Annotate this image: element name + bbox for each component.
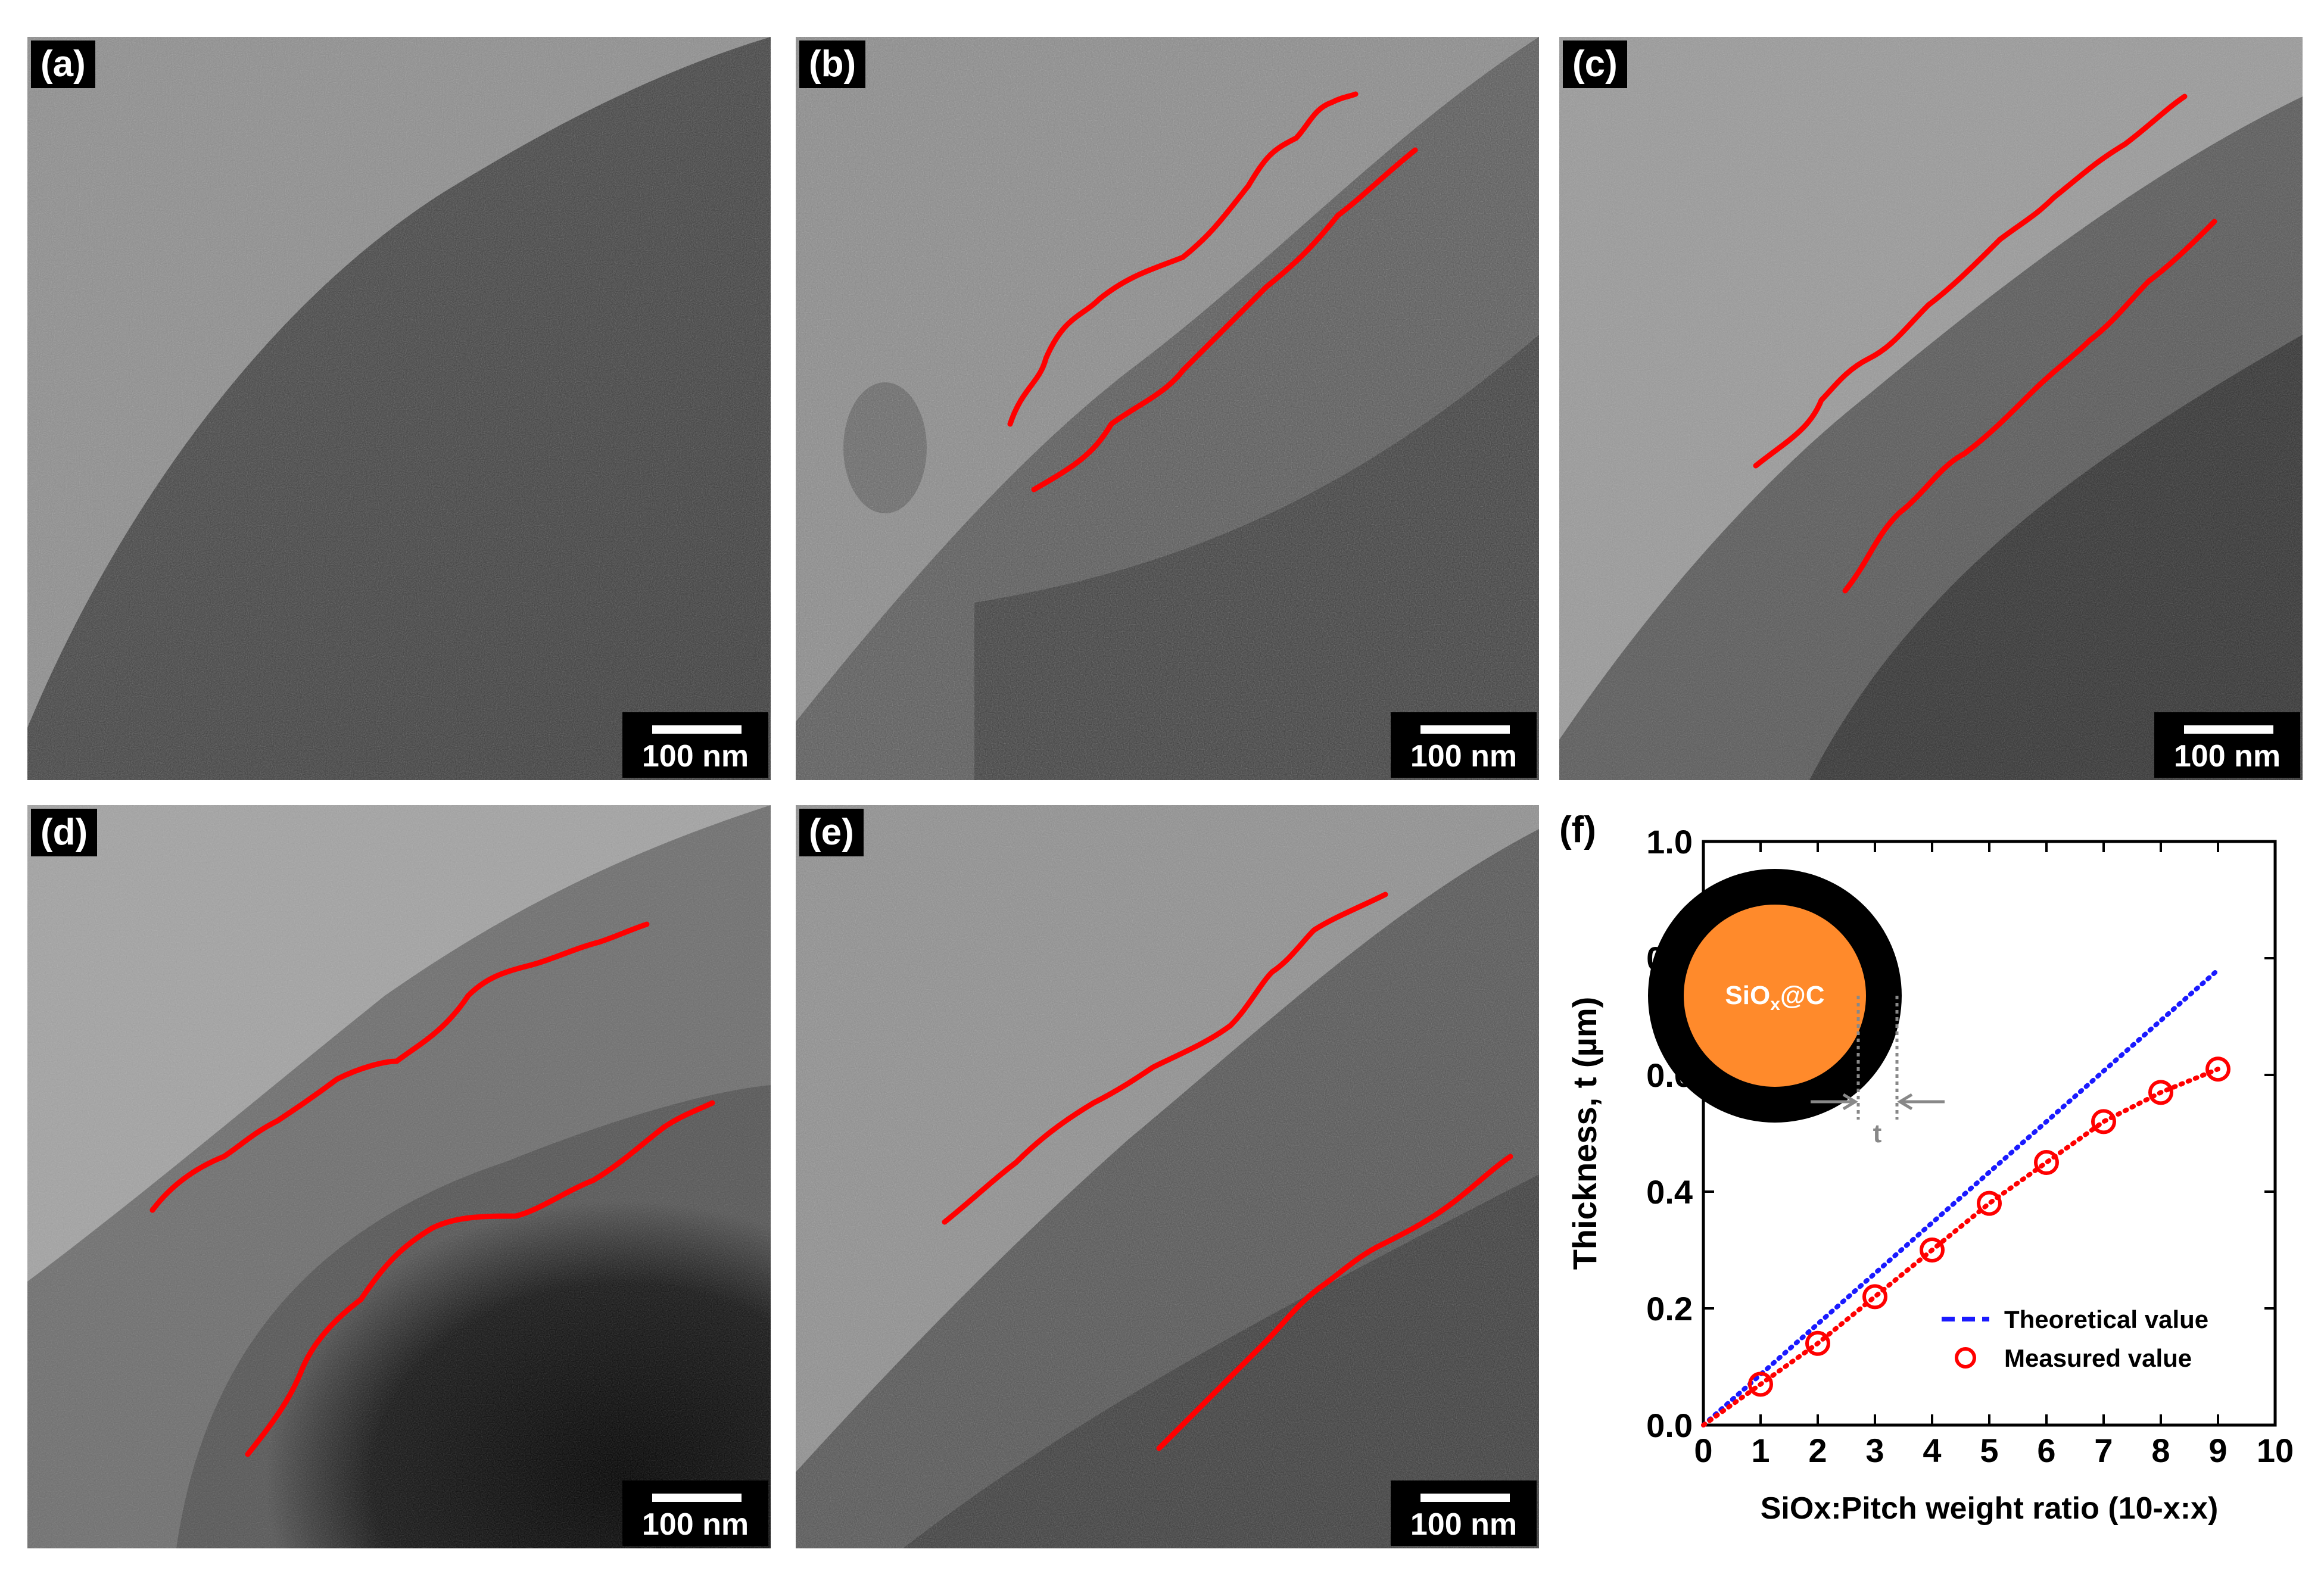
core-label: SiOx@C [1725,981,1824,1014]
legend-theoretical-label: Theoretical value [2004,1305,2208,1333]
tem-panel-e: (e) 100 nm [796,805,1539,1548]
scale-bar-d: 100 nm [622,1480,768,1546]
measured-point [2034,1150,2059,1175]
scale-bar-text: 100 nm [641,1507,749,1542]
scale-bar-line [2184,725,2273,734]
series-measured [1701,1056,2230,1427]
x-tick-label: 9 [2208,1432,2227,1469]
scale-bar-text: 100 nm [641,739,749,774]
measured-point [1862,1284,1887,1310]
tem-panel-c: (c) 100 nm [1559,37,2303,780]
trace-outer-d [149,921,650,1213]
measured-point [1920,1238,1945,1263]
core-label-main: SiO [1725,981,1770,1010]
scale-bar-line [652,725,742,734]
dim-arrow-right [1897,1093,1945,1111]
y-tick-label: 1.0 [1646,823,1693,861]
x-tick-label: 4 [1923,1432,1941,1469]
measured-point [2148,1080,2173,1105]
y-tick-label: 0.4 [1646,1173,1693,1211]
tem-panel-d: (d) 100 nm [27,805,771,1548]
x-tick-label: 8 [2151,1432,2170,1469]
y-axis-label: Thickness, t (µm) [1566,997,1603,1270]
scale-bar-c: 100 nm [2154,712,2300,778]
panel-label-c: (c) [1563,40,1627,89]
core-label-sub: x [1770,995,1780,1014]
trace-outer-c [1753,93,2188,469]
x-tick-label: 6 [2037,1432,2055,1469]
y-tick-label: 0.0 [1646,1407,1693,1444]
tem-image-d [27,805,771,1548]
measured-line [1701,1067,2220,1427]
core-circle [1684,905,1866,1087]
x-tick-label: 10 [2257,1432,2294,1469]
tem-image-b [796,37,1539,780]
tem-image-a [27,37,771,780]
scale-bar-text: 100 nm [2173,739,2281,774]
x-tick-label: 2 [1808,1432,1827,1469]
scale-bar-b: 100 nm [1391,712,1537,778]
panel-label-a: (a) [31,40,95,89]
panel-label-d: (d) [31,809,98,857]
measured-point [2091,1109,2116,1134]
trace-inner-e [1156,1154,1513,1451]
panel-label-f: (f) [1559,809,1596,850]
y-tick-label: 0.2 [1646,1290,1693,1327]
dim-label-t: t [1873,1119,1882,1148]
measured-point [1977,1190,2002,1216]
core-label-tail: @C [1780,981,1825,1010]
x-tick-label: 3 [1865,1432,1884,1469]
x-tick-label: 5 [1980,1432,1998,1469]
tem-panel-a: (a) 100 nm [27,37,771,780]
measured-point [1805,1330,1830,1356]
tem-panel-b: (b) 100 nm [796,37,1539,780]
theoretical-line [1701,967,2220,1427]
core-shell-inset: SiOx@C t [1648,869,1945,1148]
measured-point [2205,1056,2230,1082]
chart-axes: 0123456789100.00.20.40.60.81.0SiOx:Pitch… [1566,823,2294,1526]
scale-bar-a: 100 nm [622,712,768,778]
legend-measured-label: Measured value [2004,1344,2192,1372]
scale-bar-text: 100 nm [1410,1507,1518,1542]
series-theoretical [1701,967,2220,1427]
x-axis-label: SiOx:Pitch weight ratio (10-x:x) [1761,1491,2219,1526]
x-tick-label: 0 [1694,1432,1712,1469]
tem-image-c [1559,37,2303,780]
x-tick-label: 1 [1751,1432,1770,1469]
trace-inner-d [245,1100,715,1457]
panel-label-b: (b) [799,40,866,89]
x-tick-label: 7 [2094,1432,2113,1469]
scale-bar-line [652,1494,742,1502]
dim-arrow-left [1811,1093,1858,1111]
legend-measured-swatch [1955,1347,1976,1369]
tem-image-e [796,805,1539,1548]
scale-bar-line [1420,1494,1510,1502]
measured-point [1748,1371,1773,1397]
scale-bar-text: 100 nm [1410,739,1518,774]
scale-bar-line [1420,725,1510,734]
thickness-chart: 0123456789100.00.20.40.60.81.0SiOx:Pitch… [1566,823,2294,1526]
trace-inner-c [1842,219,2217,594]
trace-outer-e [942,892,1388,1225]
chart-legend: Theoretical value Measured value [1942,1305,2208,1372]
scale-bar-e: 100 nm [1391,1480,1537,1546]
trace-outer-b [1007,91,1359,427]
trace-inner-b [1031,147,1418,493]
panel-label-e: (e) [799,809,864,857]
